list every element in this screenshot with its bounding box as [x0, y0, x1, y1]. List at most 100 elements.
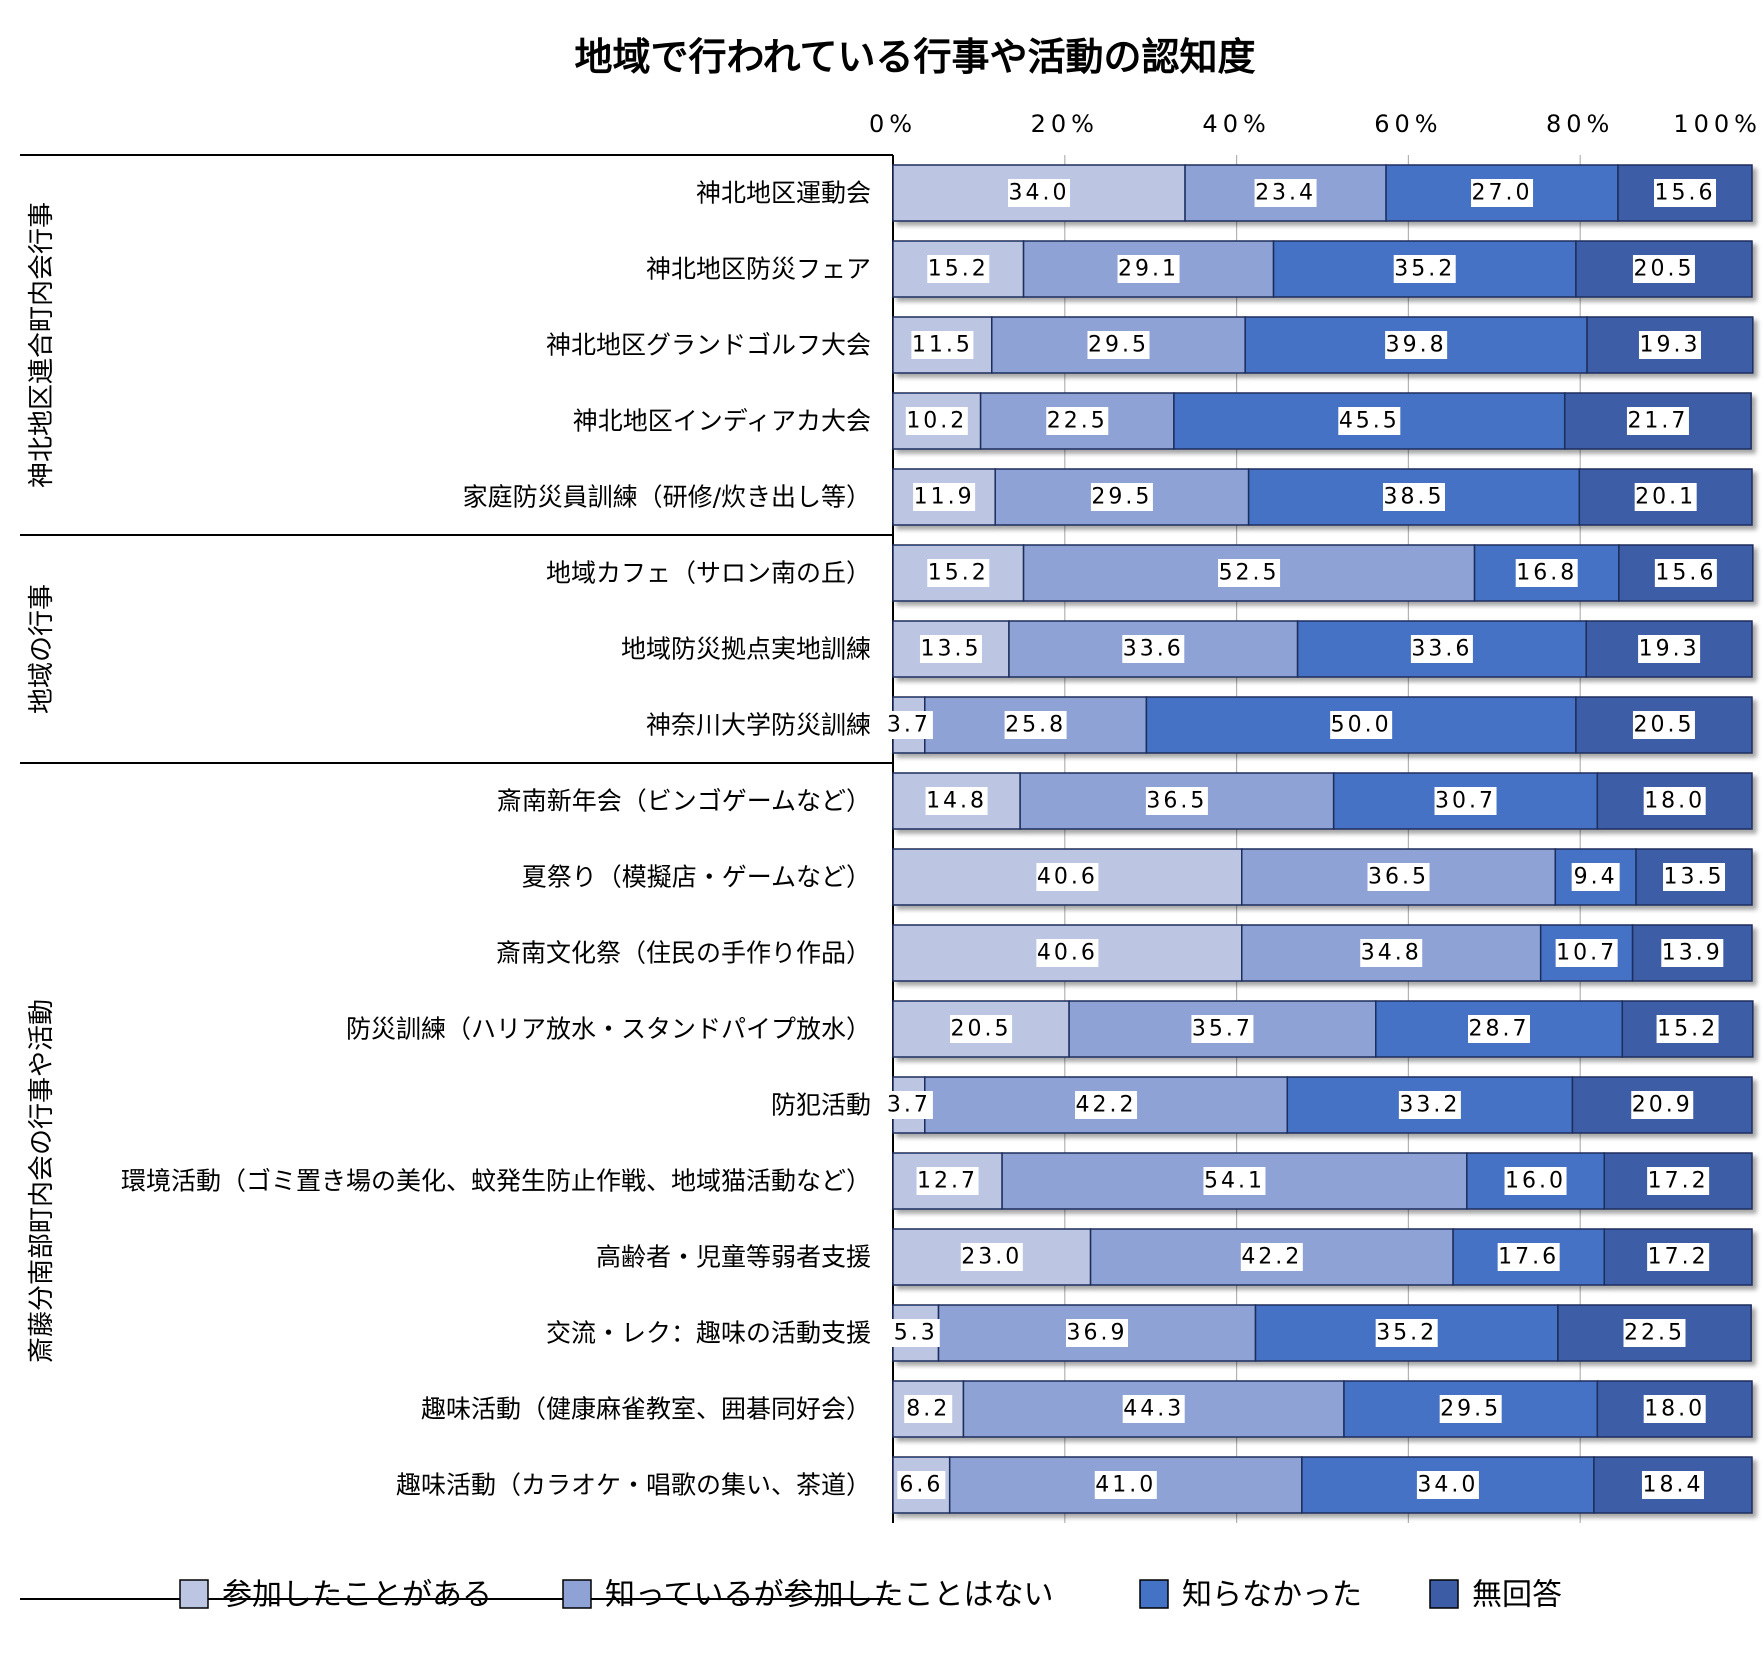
data-label-bg [1571, 863, 1620, 891]
data-label-text: 17.2 [1648, 1169, 1709, 1194]
data-label: 11.5 [911, 331, 974, 359]
data-label: 17.6 [1497, 1243, 1560, 1271]
data-label-bg [1145, 787, 1208, 815]
data-label: 19.3 [1638, 635, 1701, 663]
x-tick-label: 80% [1546, 110, 1614, 138]
data-label-text: 13.5 [1664, 865, 1725, 890]
chart-title: 地域で行われている行事や活動の認知度 [575, 35, 1256, 79]
data-label: 22.5 [1046, 407, 1109, 435]
data-label: 17.2 [1647, 1167, 1710, 1195]
category-label: 環境活動（ゴミ置き場の美化、蚊発生防止作戦、地域猫活動など） [121, 1167, 871, 1196]
data-label-text: 38.5 [1383, 485, 1444, 510]
category-label: 防犯活動 [771, 1091, 871, 1120]
data-label-text: 54.1 [1204, 1169, 1265, 1194]
bar-row [892, 544, 1754, 602]
data-label-bg [1643, 1395, 1706, 1423]
data-label: 34.0 [1008, 179, 1071, 207]
data-label-text: 8.2 [906, 1397, 950, 1422]
data-labels: 34.0 23.4 27.0 15.6 15.2 29.1 35.2 20.5 11.5 29.5… [884, 179, 1726, 1499]
data-label: 27.0 [1471, 179, 1534, 207]
data-label: 29.5 [1090, 483, 1153, 511]
data-label-text: 30.7 [1435, 789, 1496, 814]
data-label: 29.5 [1087, 331, 1150, 359]
category-label: 趣味活動（カラオケ・唱歌の集い、茶道） [396, 1471, 871, 1500]
data-label-bg [1439, 1395, 1502, 1423]
data-label: 20.5 [1632, 255, 1695, 283]
data-label-bg [916, 1167, 979, 1195]
data-label-text: 10.2 [906, 409, 967, 434]
data-label-text: 13.5 [920, 637, 981, 662]
data-label-text: 28.7 [1469, 1017, 1530, 1042]
data-label-text: 15.2 [928, 257, 989, 282]
data-label-text: 40.6 [1037, 941, 1098, 966]
legend-item: 無回答 [1429, 1578, 1562, 1613]
data-label-bg [1203, 1167, 1266, 1195]
data-label: 35.2 [1393, 255, 1456, 283]
data-label-bg [1218, 559, 1281, 587]
data-label-text: 5.3 [894, 1321, 938, 1346]
data-label-text: 35.2 [1394, 257, 1455, 282]
data-label-bg [1632, 255, 1695, 283]
data-label-bg [1515, 559, 1578, 587]
data-label-bg [927, 255, 990, 283]
data-label-text: 29.1 [1118, 257, 1179, 282]
data-label: 15.6 [1653, 179, 1716, 207]
data-label-text: 10.7 [1556, 941, 1617, 966]
data-label-text: 6.6 [899, 1473, 943, 1498]
data-label-bg [1661, 939, 1724, 967]
data-label-text: 18.0 [1644, 789, 1705, 814]
data-label-bg [1090, 483, 1153, 511]
data-label: 22.5 [1623, 1319, 1686, 1347]
bar-segment [1603, 1228, 1753, 1286]
data-label-bg [913, 483, 976, 511]
data-label-text: 18.4 [1642, 1473, 1703, 1498]
data-label-bg [1385, 331, 1448, 359]
data-label-text: 21.7 [1627, 409, 1688, 434]
data-label: 35.2 [1375, 1319, 1438, 1347]
data-label-bg [1638, 331, 1701, 359]
data-label: 23.4 [1254, 179, 1317, 207]
data-label: 10.2 [905, 407, 968, 435]
data-label: 13.9 [1661, 939, 1724, 967]
data-label-text: 18.0 [1644, 1397, 1705, 1422]
data-label: 25.8 [1004, 711, 1067, 739]
bars [892, 164, 1754, 1514]
data-label-bg [904, 1395, 953, 1423]
data-label: 33.2 [1398, 1091, 1461, 1119]
data-label-text: 20.1 [1635, 485, 1696, 510]
bar-segment [1385, 164, 1619, 222]
data-label-text: 39.8 [1386, 333, 1447, 358]
data-label-text: 16.8 [1516, 561, 1577, 586]
data-label: 3.7 [884, 711, 933, 739]
data-label: 9.4 [1571, 863, 1620, 891]
data-label: 17.2 [1647, 1243, 1710, 1271]
legend-label: 参加したことがある [222, 1578, 492, 1613]
data-label-text: 17.2 [1648, 1245, 1709, 1270]
data-label-text: 44.3 [1123, 1397, 1184, 1422]
category-label: 家庭防災員訓練（研修/炊き出し等） [463, 483, 871, 512]
data-label-bg [927, 559, 990, 587]
data-label: 20.9 [1631, 1091, 1694, 1119]
data-label-bg [1497, 1243, 1560, 1271]
category-label: 趣味活動（健康麻雀教室、囲碁同好会） [421, 1395, 871, 1424]
data-label-bg [1036, 863, 1099, 891]
data-label-bg [1338, 407, 1401, 435]
bar-row [892, 848, 1753, 906]
data-label-bg [1191, 1015, 1254, 1043]
data-label-text: 52.5 [1219, 561, 1280, 586]
data-label-bg [1471, 179, 1534, 207]
data-label: 18.0 [1643, 787, 1706, 815]
data-label: 10.7 [1555, 939, 1618, 967]
data-label-bg [1434, 787, 1497, 815]
data-label-text: 29.5 [1440, 1397, 1501, 1422]
data-label: 19.3 [1638, 331, 1701, 359]
data-label-bg [1046, 407, 1109, 435]
data-label-bg [950, 1015, 1013, 1043]
data-label-bg [925, 787, 988, 815]
data-label-bg [911, 331, 974, 359]
data-label-bg [1375, 1319, 1438, 1347]
data-label-text: 22.5 [1047, 409, 1108, 434]
category-label: 夏祭り（模擬店・ゲームなど） [522, 863, 871, 892]
legend-label: 知っているが参加したことはない [605, 1578, 1054, 1613]
data-label: 21.7 [1626, 407, 1689, 435]
